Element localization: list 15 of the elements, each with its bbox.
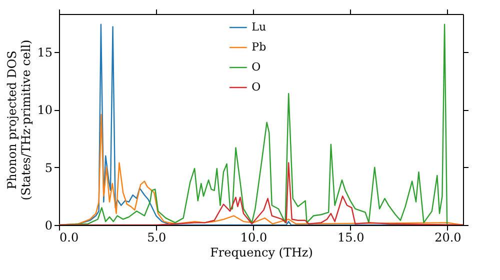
legend-label: O [252, 60, 261, 74]
y-tick-label: 0 [44, 218, 52, 232]
x-tick-label: 0.0 [60, 230, 79, 244]
legend-label: O [252, 80, 261, 94]
y-axis-title: Phonon projected DOS (States/THz·primitive cell) [5, 40, 34, 200]
x-tick-label: 20.0 [434, 230, 462, 244]
x-tick-label: 5.0 [147, 230, 166, 244]
y-tick-label: 10 [37, 103, 52, 118]
x-tick-label: 10.0 [240, 230, 268, 244]
legend-label: Pb [252, 40, 266, 54]
x-axis-title: Frequency (THz) [210, 246, 313, 260]
legend-label: Lu [252, 20, 266, 34]
y-tick-label: 5 [44, 160, 52, 175]
y-tick-label: 15 [37, 46, 52, 60]
x-tick-label: 15.0 [337, 230, 364, 244]
